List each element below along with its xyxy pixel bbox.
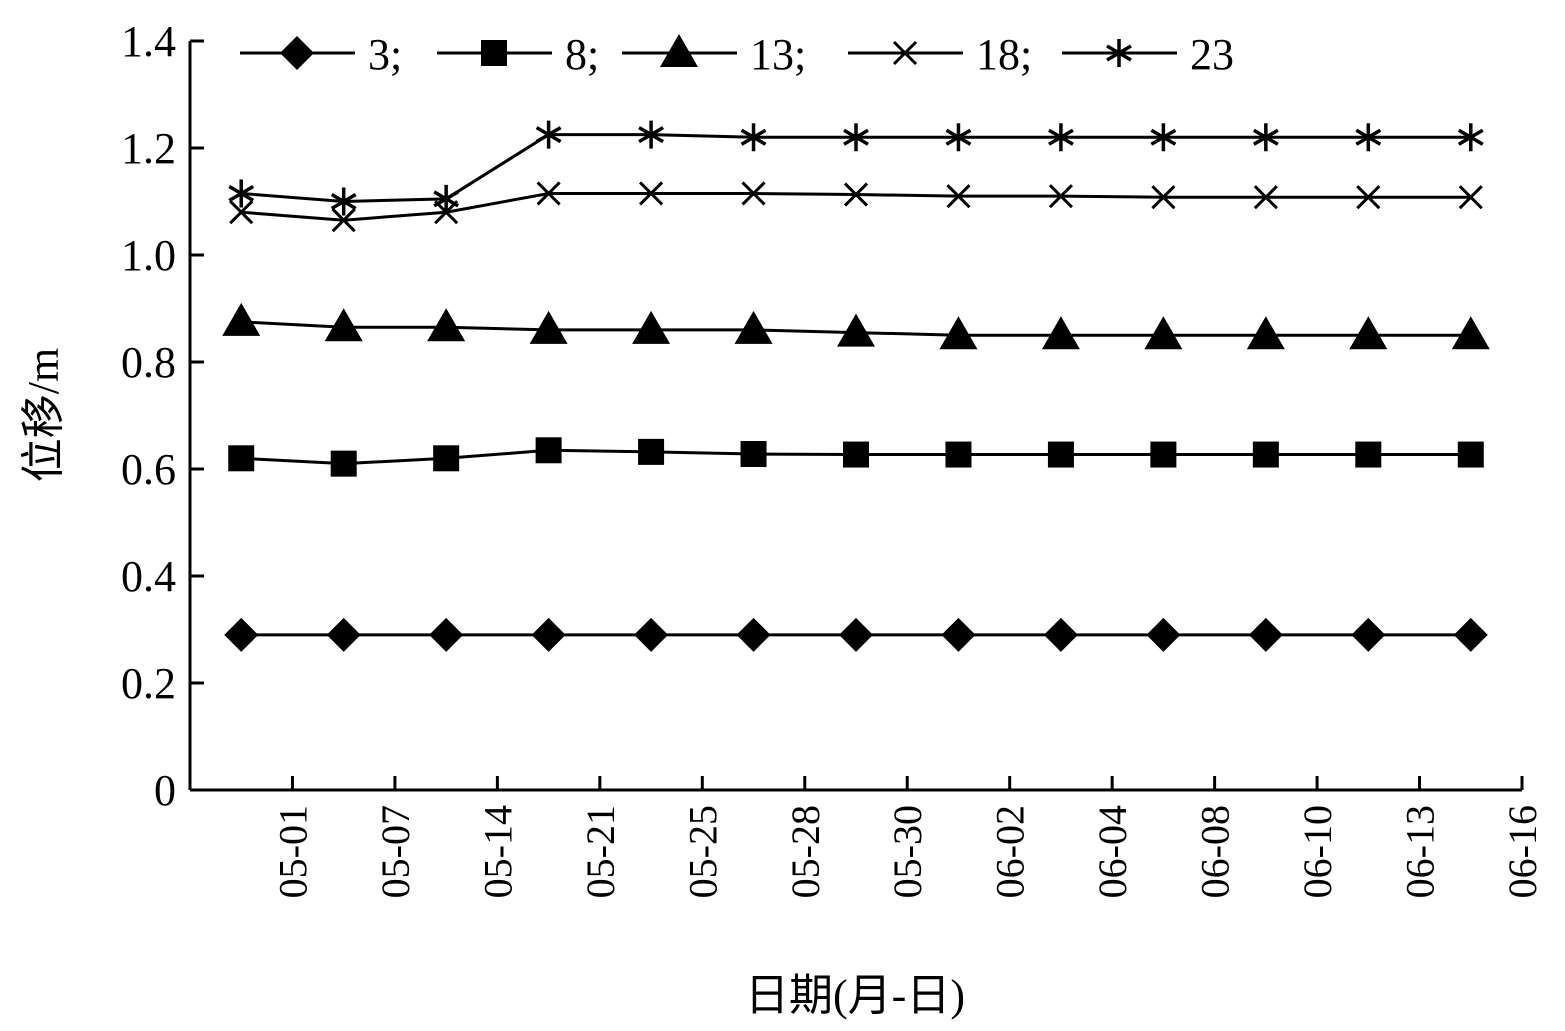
data-point bbox=[839, 617, 873, 652]
x-tick-label: 06-02 bbox=[988, 805, 1033, 898]
legend-marker bbox=[481, 40, 507, 66]
data-point bbox=[734, 310, 773, 344]
x-tick-label: 05-25 bbox=[680, 805, 725, 898]
data-point bbox=[837, 313, 875, 347]
data-point bbox=[736, 617, 771, 652]
x-tick-label: 06-04 bbox=[1090, 805, 1135, 898]
y-tick-label: 1.0 bbox=[121, 231, 176, 280]
y-tick-label: 1.4 bbox=[121, 17, 176, 66]
data-point bbox=[1355, 441, 1382, 468]
x-tick-label: 06-10 bbox=[1295, 805, 1340, 898]
data-point bbox=[535, 437, 562, 464]
y-tick-label: 0.6 bbox=[121, 445, 176, 494]
data-point bbox=[331, 208, 356, 233]
data-point bbox=[1252, 123, 1279, 152]
data-point bbox=[1252, 441, 1279, 468]
data-point bbox=[1458, 185, 1483, 210]
data-point bbox=[1151, 185, 1176, 210]
data-point bbox=[433, 445, 460, 472]
x-tick-label: 06-08 bbox=[1193, 805, 1238, 898]
data-point bbox=[1041, 316, 1080, 350]
y-tick-label: 1.2 bbox=[121, 124, 176, 173]
legend-label: 8; bbox=[565, 30, 599, 79]
y-axis-label: 位移/m bbox=[19, 348, 68, 482]
data-point bbox=[222, 302, 261, 336]
legend-label: 13; bbox=[750, 30, 806, 79]
data-point bbox=[529, 310, 568, 344]
data-point bbox=[1355, 123, 1382, 152]
x-tick-label: 06-13 bbox=[1398, 805, 1443, 898]
data-point bbox=[945, 441, 972, 468]
data-point bbox=[1356, 185, 1381, 210]
legend-label: 3; bbox=[368, 30, 402, 79]
data-point bbox=[433, 184, 460, 213]
x-tick-label: 05-07 bbox=[373, 805, 418, 898]
x-tick-label: 05-14 bbox=[475, 805, 520, 898]
data-point bbox=[1246, 316, 1285, 350]
legend-label: 18; bbox=[976, 30, 1032, 79]
data-point bbox=[535, 120, 562, 149]
x-tick-label: 06-16 bbox=[1500, 805, 1545, 898]
data-point bbox=[1043, 617, 1078, 652]
data-point bbox=[1253, 185, 1278, 210]
data-point bbox=[1150, 123, 1177, 152]
data-point bbox=[740, 441, 767, 468]
data-point bbox=[1457, 441, 1484, 468]
x-tick-label: 05-28 bbox=[783, 805, 828, 898]
data-point bbox=[843, 182, 869, 207]
x-tick-label: 05-21 bbox=[578, 805, 623, 898]
legend-marker bbox=[892, 40, 918, 66]
data-point bbox=[228, 179, 255, 208]
data-point bbox=[1453, 617, 1488, 652]
legend-marker bbox=[660, 34, 698, 67]
data-point bbox=[427, 308, 466, 342]
data-point bbox=[945, 123, 972, 152]
data-point bbox=[843, 123, 869, 152]
data-point bbox=[536, 181, 561, 206]
data-point bbox=[224, 617, 259, 652]
legend-marker bbox=[280, 36, 314, 70]
legend-marker bbox=[1106, 39, 1132, 67]
data-point bbox=[330, 187, 357, 216]
series-line bbox=[241, 191, 1471, 222]
data-point bbox=[531, 617, 566, 652]
data-point bbox=[1150, 441, 1177, 468]
data-point bbox=[1457, 123, 1484, 152]
legend-label: 23 bbox=[1190, 30, 1234, 79]
data-point bbox=[1047, 441, 1074, 468]
data-point bbox=[740, 123, 767, 152]
data-point bbox=[1451, 316, 1490, 350]
data-point bbox=[429, 617, 464, 652]
data-point bbox=[229, 200, 254, 225]
data-point bbox=[634, 617, 669, 652]
data-point bbox=[1146, 617, 1181, 652]
data-point bbox=[1048, 184, 1073, 209]
data-point bbox=[638, 438, 665, 465]
data-point bbox=[639, 181, 664, 206]
data-point bbox=[1351, 617, 1386, 652]
y-tick-label: 0 bbox=[154, 766, 176, 815]
data-point bbox=[1144, 316, 1183, 350]
data-point bbox=[638, 120, 664, 149]
x-tick-label: 05-01 bbox=[270, 805, 315, 898]
y-tick-label: 0.8 bbox=[121, 338, 176, 387]
y-tick-label: 0.2 bbox=[121, 659, 176, 708]
data-point bbox=[1349, 316, 1388, 350]
data-point bbox=[843, 441, 869, 468]
y-tick-label: 0.4 bbox=[121, 552, 176, 601]
data-point bbox=[1248, 617, 1283, 652]
data-point bbox=[326, 617, 361, 652]
data-point bbox=[330, 450, 357, 477]
x-tick-label: 05-30 bbox=[885, 805, 930, 898]
data-point bbox=[946, 184, 971, 209]
data-point bbox=[228, 445, 255, 472]
data-point bbox=[1048, 123, 1074, 152]
data-point bbox=[939, 316, 978, 350]
data-point bbox=[941, 617, 976, 652]
x-axis-label: 日期(月-日) bbox=[745, 971, 965, 1020]
data-point bbox=[324, 308, 363, 342]
data-point bbox=[741, 181, 766, 206]
data-point bbox=[632, 310, 671, 344]
